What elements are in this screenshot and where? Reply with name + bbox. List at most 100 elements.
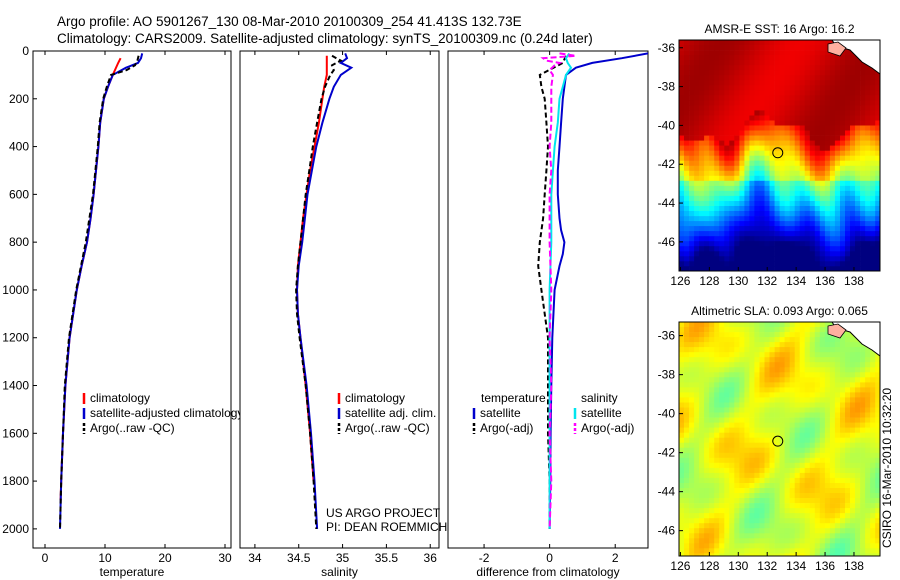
map-cell [734, 548, 740, 554]
map-cell [794, 180, 801, 187]
map-cell [704, 548, 710, 554]
map-cell [729, 261, 735, 267]
map-cell [739, 498, 745, 504]
map-cell [799, 367, 806, 373]
map-cell [840, 216, 846, 222]
map-cell [679, 417, 685, 424]
map-cell [739, 332, 745, 338]
map-cell [804, 195, 811, 202]
map-cell [694, 337, 700, 343]
map-cell [829, 125, 836, 131]
map-cell [724, 528, 730, 534]
map-cell [789, 467, 796, 474]
map-cell [814, 523, 821, 529]
map-cell [870, 503, 876, 509]
map-cell [744, 503, 750, 509]
map-cell [684, 362, 690, 368]
map-cell [744, 135, 750, 142]
map-cell [724, 160, 730, 167]
map-cell [824, 100, 831, 106]
map-cell [694, 251, 700, 257]
map-cell [724, 498, 730, 504]
map-cell [749, 40, 755, 46]
map-cell [870, 407, 876, 413]
map-cell [764, 125, 770, 131]
map-cell [855, 467, 861, 474]
map-cell [679, 513, 685, 519]
map-cell [804, 342, 811, 348]
map-cell [739, 513, 745, 519]
map-cell [759, 553, 765, 556]
map-cell [754, 457, 760, 464]
map-cell [840, 367, 846, 373]
map-cell [824, 508, 831, 514]
map-cell [829, 472, 836, 479]
map-cell [694, 528, 700, 534]
map-cell [689, 367, 695, 373]
map-cell [724, 75, 730, 81]
map-cell [875, 185, 880, 192]
map-cell [724, 165, 730, 172]
map-cell [860, 362, 866, 368]
map-cell [679, 145, 685, 152]
map-cell [719, 553, 725, 556]
map-cell [865, 392, 871, 398]
map-cell [850, 447, 856, 454]
map-cell [694, 231, 700, 237]
map-cell [714, 528, 720, 534]
map-cell [870, 362, 876, 368]
map-frame [678, 321, 881, 557]
map-cell [779, 120, 786, 126]
map-cell [819, 513, 826, 519]
map-cell [769, 211, 775, 217]
map-cell [764, 90, 770, 96]
map-cell [749, 125, 755, 131]
map-cell [769, 175, 775, 182]
map-cell [699, 206, 705, 212]
map-cell [724, 206, 730, 212]
map-cell [829, 70, 836, 76]
map-cell [804, 125, 811, 131]
map-cell [739, 236, 745, 242]
map-cell [699, 412, 705, 418]
map-cell [779, 85, 786, 91]
map-cell [850, 472, 856, 479]
map-cell [759, 337, 765, 343]
map-cell [754, 246, 760, 252]
map-cell [694, 150, 700, 157]
map-cell [799, 211, 806, 217]
map-cell [814, 75, 821, 81]
map-cell [855, 140, 861, 147]
map-cell [809, 467, 816, 474]
map-cell [689, 503, 695, 509]
map-cell [814, 120, 821, 126]
map-cell [865, 447, 871, 454]
map-cell [789, 332, 796, 338]
map-cell [719, 100, 725, 106]
map-cell [704, 513, 710, 519]
map-cell [829, 402, 836, 408]
map-cell [759, 241, 765, 247]
map-cell [824, 170, 831, 177]
map-cell [714, 518, 720, 524]
map-cell [739, 120, 745, 126]
map-cell [804, 155, 811, 162]
map-cell [754, 528, 760, 534]
map-cell [749, 327, 755, 333]
map-cell [779, 266, 786, 271]
map-cell [789, 75, 796, 81]
x-tick-label: 136 [815, 274, 835, 288]
map-cell [789, 362, 796, 368]
map-cell [759, 533, 765, 539]
map-cell [694, 427, 700, 434]
map-cell [784, 462, 791, 469]
map-cell [684, 135, 690, 142]
y-tick-label: -42 [658, 157, 676, 171]
map-cell [809, 528, 816, 534]
map-cell [814, 216, 821, 222]
map-cell [769, 231, 775, 237]
map-cell [734, 110, 740, 116]
map-cell [860, 548, 866, 554]
map-cell [699, 266, 705, 271]
map-cell [829, 140, 836, 147]
